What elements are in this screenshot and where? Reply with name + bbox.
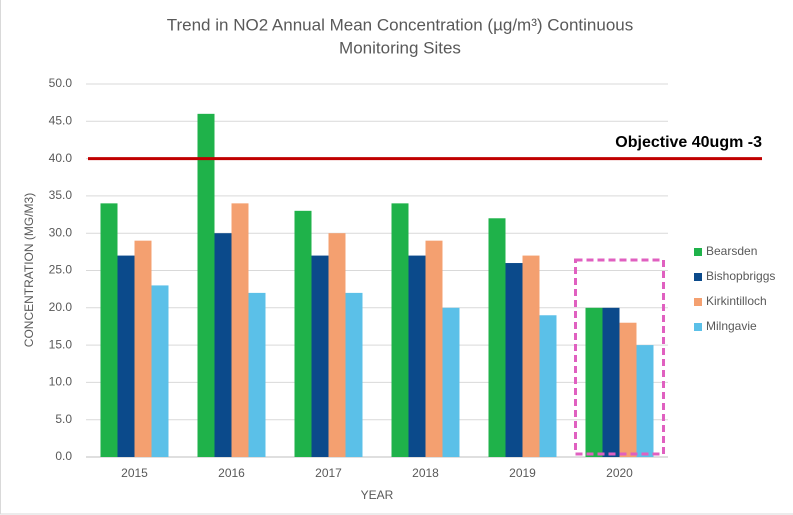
bar xyxy=(408,255,426,457)
bar xyxy=(442,307,460,457)
bar xyxy=(585,307,603,457)
legend-swatch xyxy=(694,298,702,306)
y-tick-label: 20.0 xyxy=(49,300,73,314)
x-tick-label: 2017 xyxy=(315,466,342,480)
y-tick-label: 50.0 xyxy=(49,76,73,90)
bar xyxy=(522,255,540,457)
legend-label: Bishopbriggs xyxy=(706,269,775,283)
bar xyxy=(328,233,346,457)
y-tick-label: 10.0 xyxy=(49,375,73,389)
bar xyxy=(151,285,169,457)
x-tick-label: 2020 xyxy=(606,466,633,480)
reference-label: Objective 40ugm -3 xyxy=(615,134,762,151)
bar xyxy=(231,203,249,457)
bar xyxy=(197,113,215,457)
bar xyxy=(214,233,232,457)
x-tick-label: 2019 xyxy=(509,466,536,480)
bar xyxy=(636,345,654,457)
legend-swatch xyxy=(694,248,702,256)
y-tick-label: 35.0 xyxy=(49,188,73,202)
x-tick-label: 2016 xyxy=(218,466,245,480)
chart-title: Trend in NO2 Annual Mean Concentration (… xyxy=(167,15,634,34)
y-tick-label: 40.0 xyxy=(49,151,73,165)
bar xyxy=(117,255,135,457)
bar xyxy=(488,218,506,457)
bar xyxy=(345,292,363,457)
legend-label: Bearsden xyxy=(706,244,757,258)
chart-title: Monitoring Sites xyxy=(339,38,461,57)
bar xyxy=(294,210,312,457)
legend-swatch xyxy=(694,273,702,281)
bar xyxy=(391,203,409,457)
legend-label: Kirkintilloch xyxy=(706,294,767,308)
x-tick-label: 2015 xyxy=(121,466,148,480)
y-axis-label: CONCENTRATION (MG/M3) xyxy=(22,193,36,347)
bar xyxy=(505,263,523,457)
highlight-box xyxy=(574,258,665,456)
bar xyxy=(248,292,266,457)
bar xyxy=(100,203,118,457)
bar xyxy=(311,255,329,457)
bar xyxy=(619,322,637,457)
x-axis-label: YEAR xyxy=(361,488,394,502)
y-tick-label: 45.0 xyxy=(49,113,73,127)
bar xyxy=(134,240,152,457)
x-tick-label: 2018 xyxy=(412,466,439,480)
bar xyxy=(539,315,557,457)
y-tick-label: 30.0 xyxy=(49,225,73,239)
legend-swatch xyxy=(694,323,702,331)
y-tick-label: 5.0 xyxy=(55,412,72,426)
bar xyxy=(602,307,620,457)
legend-label: Milngavie xyxy=(706,319,757,333)
y-tick-label: 25.0 xyxy=(49,263,73,277)
bar xyxy=(425,240,443,457)
y-tick-label: 15.0 xyxy=(49,337,73,351)
y-tick-label: 0.0 xyxy=(55,449,72,463)
